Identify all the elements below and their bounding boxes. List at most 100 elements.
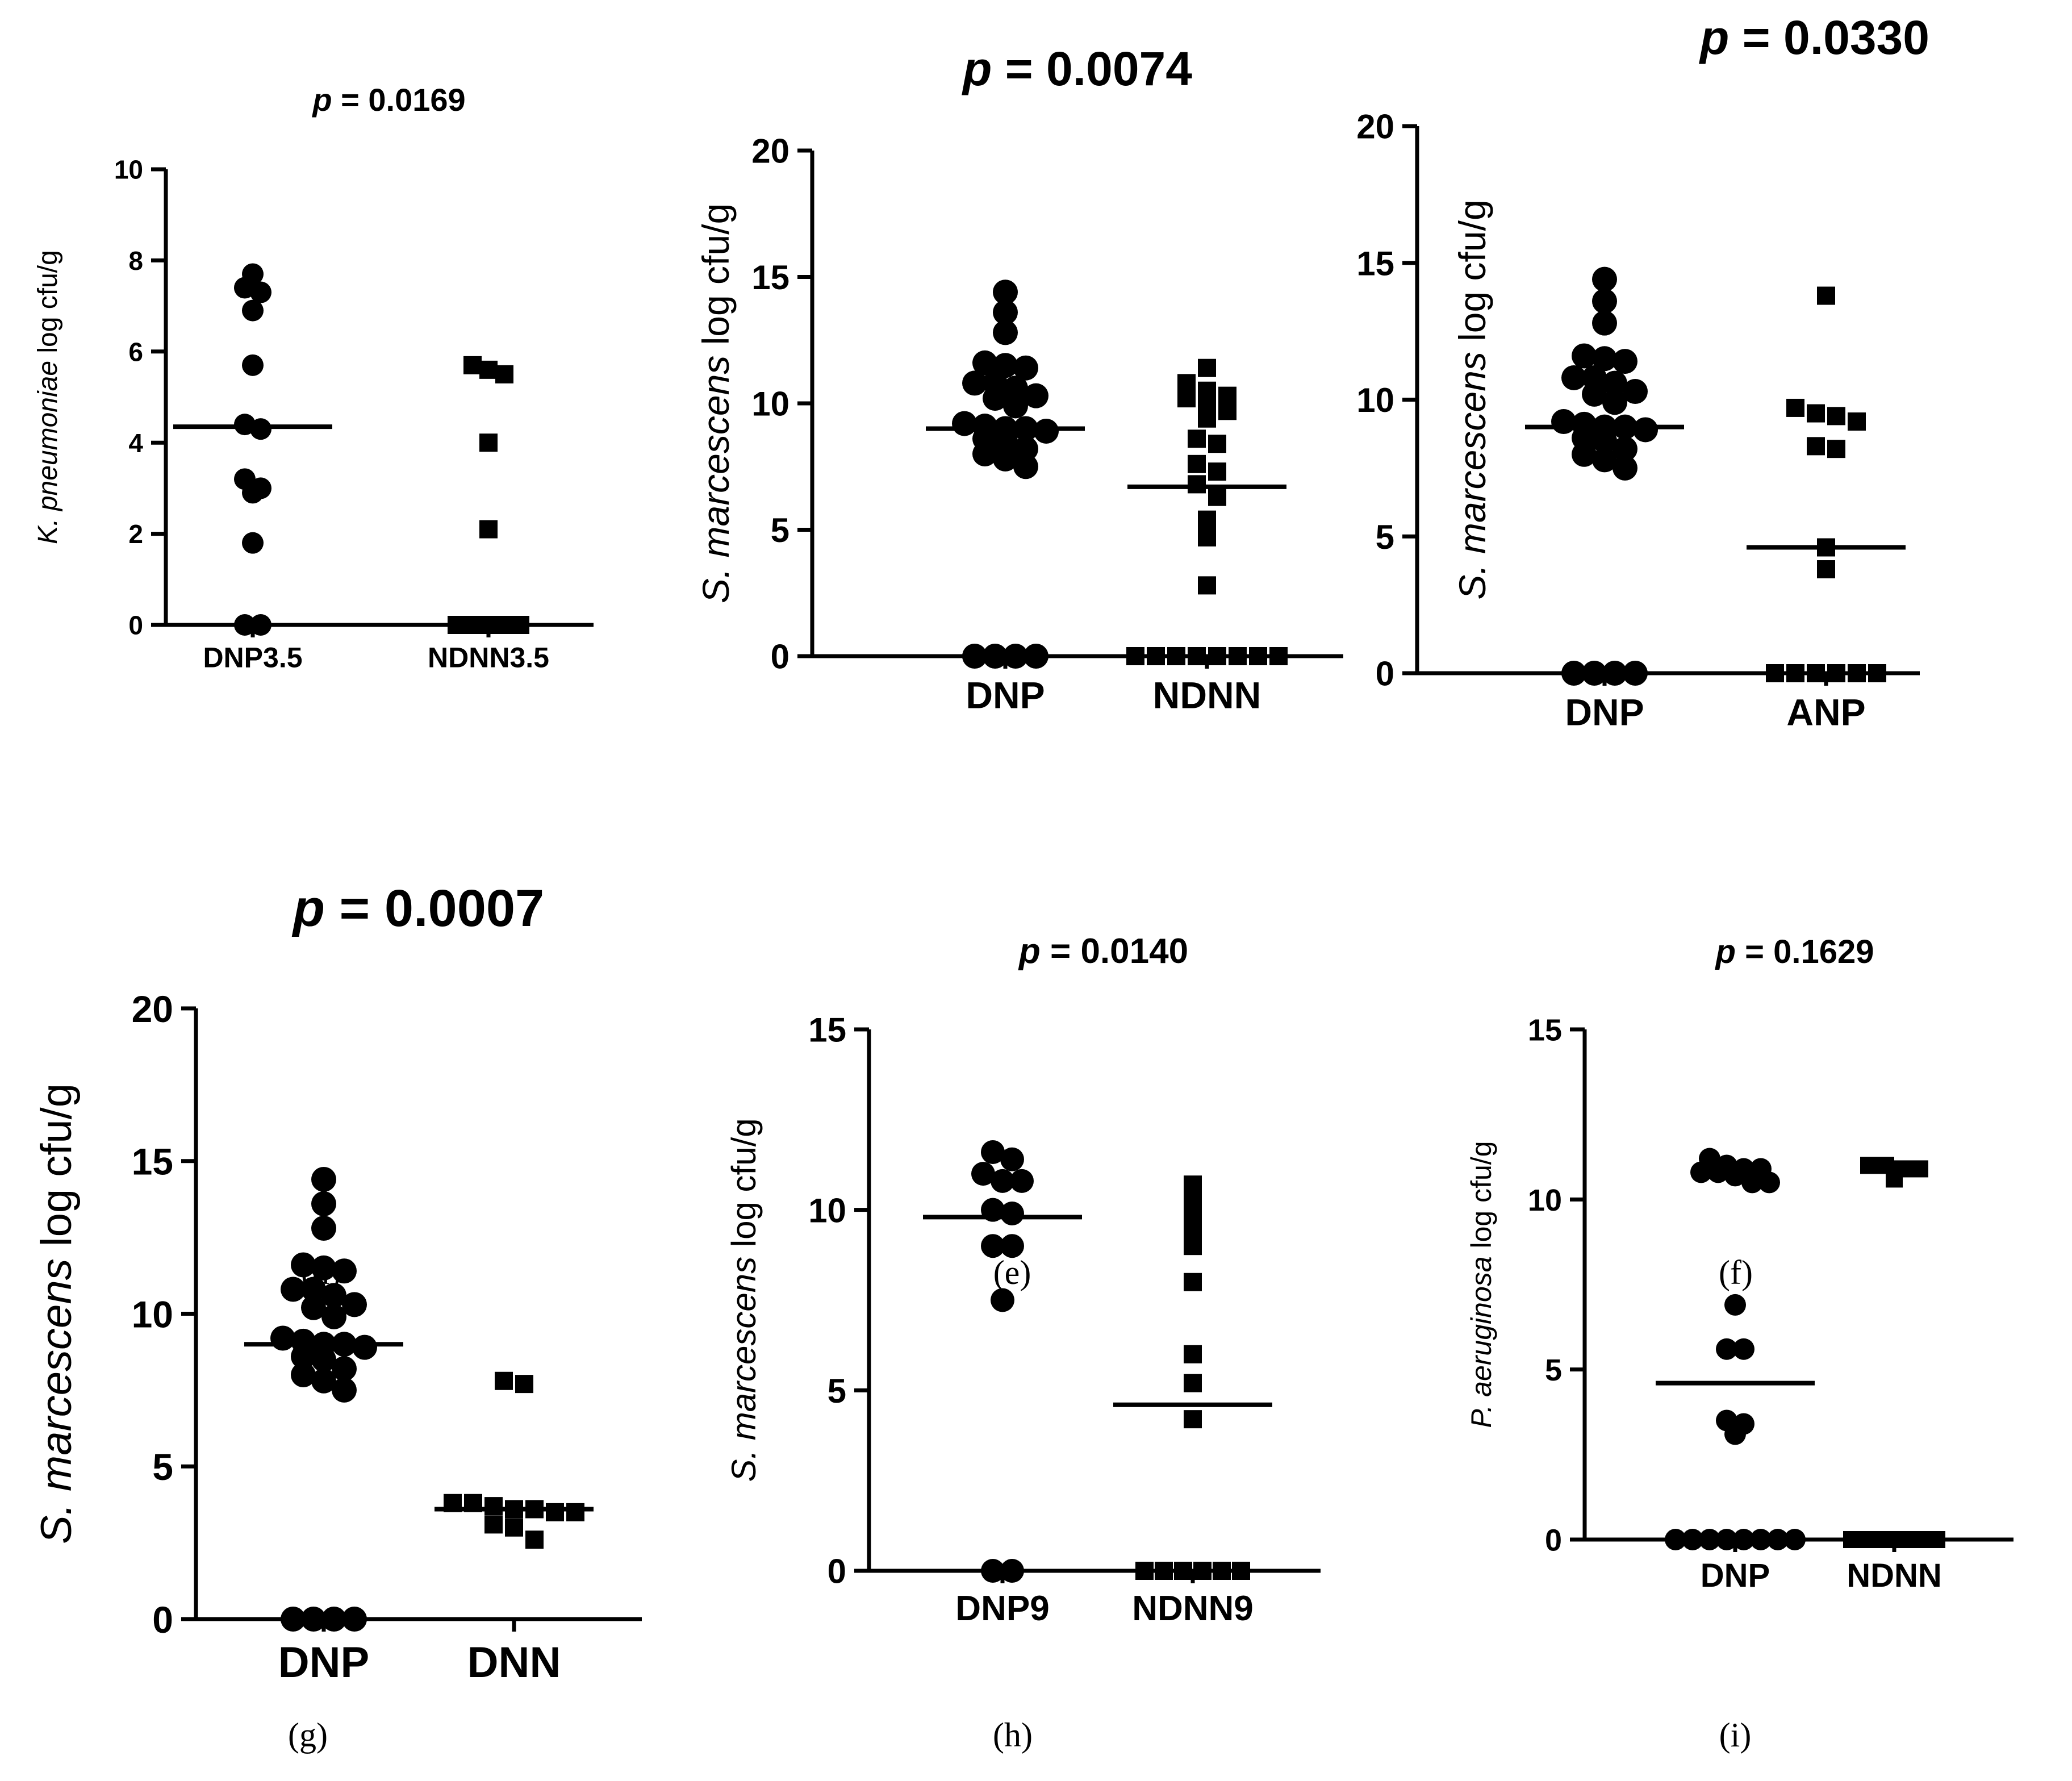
y-axis-label: S. marcescens log cfu/g	[1451, 199, 1493, 599]
data-point	[1623, 661, 1648, 686]
y-tick-label: 5	[1376, 518, 1394, 556]
data-point	[1000, 1559, 1024, 1583]
y-tick-label: 10	[132, 1293, 173, 1335]
y-label-species: P. aeruginosa	[1465, 1256, 1497, 1428]
y-tick-label: 0	[828, 1553, 846, 1591]
y-tick-label: 10	[808, 1191, 846, 1229]
data-point	[1184, 1237, 1202, 1256]
title-p: p	[1018, 932, 1041, 971]
data-point	[1707, 1161, 1729, 1183]
data-point	[311, 1216, 336, 1241]
data-point	[1716, 1338, 1737, 1360]
y-tick-label: 6	[128, 337, 143, 366]
data-point	[1724, 1165, 1746, 1187]
data-point	[342, 1607, 367, 1632]
data-point	[515, 1375, 533, 1394]
data-point	[1034, 418, 1059, 444]
data-point	[495, 1371, 513, 1390]
data-point	[1167, 647, 1185, 665]
data-point	[448, 616, 466, 634]
data-point	[993, 299, 1018, 325]
data-point	[1724, 1294, 1746, 1316]
data-point	[1911, 1160, 1928, 1178]
data-point	[1827, 440, 1845, 458]
data-point	[1184, 1190, 1202, 1208]
data-point	[1155, 1562, 1173, 1580]
data-point	[301, 1607, 326, 1632]
y-tick-label: 10	[751, 385, 789, 423]
title-value: = 0.0330	[1729, 11, 1929, 64]
data-point	[1699, 1529, 1720, 1550]
data-point	[1886, 1170, 1903, 1188]
data-point	[463, 356, 482, 374]
data-point	[332, 1258, 357, 1284]
x-tick-label: DNN	[467, 1638, 561, 1687]
data-point	[291, 1252, 316, 1278]
data-point	[301, 1295, 326, 1320]
title-value: = 0.0074	[992, 42, 1192, 95]
data-point	[1218, 402, 1236, 420]
y-tick-label: 15	[751, 258, 789, 297]
data-point	[250, 418, 271, 440]
data-point	[1010, 1169, 1034, 1193]
y-tick-label: 0	[1545, 1523, 1562, 1557]
data-point	[281, 1277, 306, 1302]
data-point	[1786, 398, 1804, 417]
data-point	[1724, 1423, 1746, 1445]
y-tick-label: 0	[771, 638, 789, 676]
data-point	[983, 644, 1008, 669]
data-point	[962, 644, 987, 669]
chart-title: p = 0.0330	[1699, 11, 1929, 64]
data-point	[1623, 379, 1648, 404]
data-point	[1807, 404, 1825, 423]
chart-title: p = 0.0169	[311, 82, 465, 118]
y-tick-label: 0	[1376, 655, 1394, 693]
data-point	[311, 1368, 336, 1394]
data-point	[972, 441, 997, 466]
title-p: p	[291, 879, 325, 937]
y-tick-label: 15	[808, 1011, 846, 1049]
data-point	[1177, 374, 1196, 393]
y-tick-label: 5	[771, 511, 789, 549]
y-tick-label: 5	[152, 1446, 173, 1488]
data-point	[479, 360, 498, 379]
data-point	[321, 1283, 346, 1308]
panel-label: (i)	[1719, 1716, 1752, 1754]
data-point	[1592, 346, 1617, 372]
y-tick-label: 0	[152, 1599, 173, 1641]
y-tick-label: 20	[132, 988, 173, 1030]
data-point	[1602, 661, 1627, 686]
data-point	[1860, 1531, 1877, 1548]
y-label-unit: log cfu/g	[695, 203, 737, 356]
y-label-unit: log cfu/g	[33, 250, 63, 361]
x-tick-label: DNP	[1565, 691, 1644, 733]
data-point	[250, 281, 271, 303]
y-axis-label: P. aeruginosa log cfu/g	[1465, 1141, 1497, 1428]
data-point	[1003, 644, 1028, 669]
title-p: p	[962, 42, 992, 95]
data-point	[321, 1304, 346, 1329]
data-point	[1188, 454, 1206, 473]
data-point	[291, 1362, 316, 1387]
panel-g: p = 0.0007 0 5 10 15 20 S. marcescens log cfu/…	[32, 879, 642, 1754]
data-point	[1733, 1338, 1754, 1360]
x-tick-label: NDNN3.5	[428, 642, 549, 674]
y-label-species: S. marcescens	[1451, 352, 1493, 599]
data-point	[1000, 1202, 1024, 1226]
data-point	[1184, 1374, 1202, 1392]
panel-f: p = 0.0330 0 5 10 15 20 S. marcescens log cfu/…	[1356, 11, 1929, 1291]
data-point	[1208, 647, 1226, 665]
y-label-species: S. marcescens	[32, 1258, 81, 1544]
data-point	[1602, 390, 1627, 415]
x-tick-label: DNP3.5	[203, 642, 302, 674]
data-point	[1766, 664, 1784, 682]
data-point	[311, 1255, 336, 1281]
data-point	[1592, 310, 1617, 336]
data-point	[495, 365, 513, 383]
data-point	[1174, 1562, 1192, 1580]
data-point	[1269, 647, 1288, 665]
y-label-unit: log cfu/g	[32, 1083, 81, 1258]
title-p: p	[1715, 933, 1736, 970]
data-point	[546, 1503, 564, 1521]
